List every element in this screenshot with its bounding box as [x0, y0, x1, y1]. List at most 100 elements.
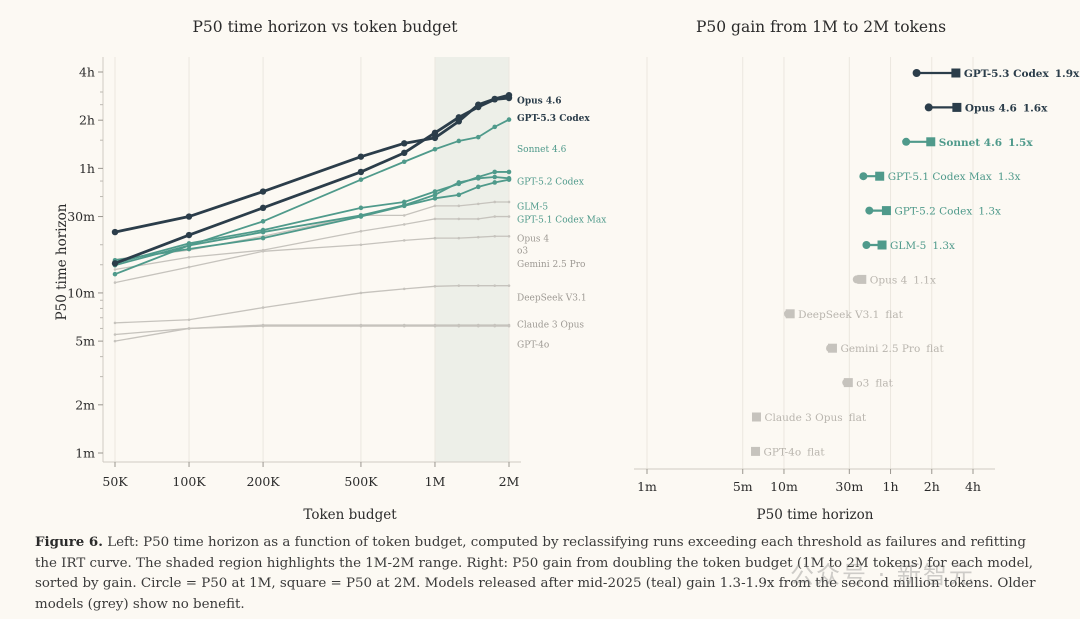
figure: P50 time horizon vs token budget 1m2m5m1… [54, 18, 1080, 523]
p50-1m-circle [924, 103, 933, 112]
left-end-labels: Opus 4.6 GPT-5.3 Codex Sonnet 4.6 GPT-5.2 C… [517, 97, 606, 351]
x-tick-label: 500K [344, 474, 378, 489]
row-gain-label: flat [926, 343, 944, 355]
x-tick-label: 30m [835, 479, 863, 494]
p50-1m-circle [902, 137, 911, 146]
row-model-name: Claude 3 Opus [764, 412, 842, 424]
x-tick-label: 1m [637, 479, 657, 494]
data-point [475, 134, 481, 140]
figure-caption: Figure 6. Left: P50 time horizon as a fu… [35, 532, 1045, 615]
series-end-label: Claude 3 Opus [517, 320, 584, 330]
p50-1m-circle [862, 241, 871, 249]
data-point [401, 159, 407, 165]
data-point [476, 235, 480, 239]
series-gpt-4o [113, 324, 511, 343]
row-model-name: GPT-5.1 Codex Max [888, 171, 992, 183]
x-tick-label: 1h [883, 479, 899, 494]
data-point [491, 95, 498, 103]
data-point [402, 214, 406, 217]
y-tick-label: 1m [75, 446, 95, 461]
row-gain-label: 1.1x [913, 274, 936, 286]
shaded-region-1m-2m [434, 57, 509, 462]
series-line [114, 178, 510, 262]
data-point [260, 229, 266, 235]
row-gain-label: 1.3x [998, 171, 1021, 183]
dumbbell-row: o3 flat [842, 378, 894, 390]
p50-1m-circle [859, 172, 868, 181]
data-point [507, 324, 511, 328]
dumbbell-row: Claude 3 Opus flat [751, 412, 867, 424]
x-tick-label: 1M [425, 474, 446, 489]
p50-2m-square [857, 274, 867, 284]
p50-1m-circle [912, 69, 921, 77]
left-y-ticks: 1m 2m 5m 10m 30m 1h 2h 4h [67, 65, 103, 461]
data-point [357, 168, 365, 176]
row-model-name: GPT-5.2 Codex [894, 206, 972, 218]
series-line [114, 93, 510, 234]
data-point [475, 184, 481, 190]
y-tick-label: 5m [75, 334, 95, 349]
data-point [359, 243, 363, 247]
data-point [357, 153, 365, 160]
data-point [492, 169, 498, 175]
right-chart: P50 gain from 1M to 2M tokens 1m 5m 10m 30m… [634, 18, 1080, 523]
left-chart: P50 time horizon vs token budget 1m2m5m1… [54, 18, 606, 523]
data-point [433, 217, 437, 221]
data-point [185, 213, 193, 220]
data-point [475, 101, 482, 108]
data-point [431, 129, 439, 137]
data-point [457, 236, 461, 240]
data-point [260, 235, 266, 241]
left-x-ticks: 50K 100K 200K 500K 1M 2M [102, 462, 520, 489]
x-tick-label: 4h [965, 479, 981, 494]
p50-2m-square [785, 309, 795, 319]
dumbbell-row: GPT-4o flat [751, 446, 825, 458]
data-point [113, 268, 117, 271]
data-point [358, 205, 364, 211]
row-model-name: GPT-5.3 Codex [964, 68, 1050, 80]
row-label: GPT-5.3 Codex 1.9x [964, 68, 1080, 80]
data-point [359, 324, 363, 328]
data-point [185, 231, 193, 239]
p50-2m-square [881, 206, 891, 216]
data-point [358, 177, 364, 182]
data-point [186, 243, 192, 248]
data-point [457, 324, 461, 328]
series-gpt-5-3-codex [111, 91, 513, 236]
right-dumbbell-rows: GPT-5.3 Codex 1.9x Opus 4.6 1.6x Sonnet 4.6 1… [751, 68, 1080, 458]
row-label: GPT-4o flat [764, 446, 826, 458]
data-point [261, 250, 265, 253]
right-chart-title: P50 gain from 1M to 2M tokens [696, 18, 946, 36]
dumbbell-row: Gemini 2.5 Pro flat [826, 343, 945, 355]
row-label: GLM-5 1.3x [890, 240, 955, 252]
dumbbell-row: GPT-5.1 Codex Max 1.3x [859, 171, 1021, 183]
data-point [260, 219, 266, 224]
series-deepseek-v3-1 [113, 284, 511, 325]
series-o3 [113, 215, 511, 271]
p50-2m-square [875, 171, 885, 181]
series-line [114, 118, 510, 275]
series-sonnet-4-6 [112, 117, 512, 277]
row-gain-label: 1.9x [1055, 68, 1080, 80]
series-end-label: Sonnet 4.6 [517, 145, 567, 155]
data-point [433, 324, 437, 328]
data-point [492, 180, 498, 185]
series-line [114, 215, 509, 271]
x-tick-label: 2h [924, 479, 940, 494]
left-series [111, 91, 513, 343]
p50-2m-square [751, 446, 761, 456]
right-x-ticks: 1m 5m 10m 30m 1h 2h 4h [637, 469, 981, 494]
x-tick-label: 5m [733, 479, 753, 494]
y-tick-label: 30m [67, 209, 95, 224]
data-point [493, 200, 497, 204]
data-point [261, 306, 265, 309]
data-point [432, 189, 438, 194]
series-end-label: o3 [517, 247, 528, 257]
row-model-name: GLM-5 [890, 240, 926, 252]
dumbbell-row: Opus 4 1.1x [852, 274, 936, 286]
row-gain-label: 1.3x [978, 206, 1001, 218]
row-label: DeepSeek V3.1 flat [798, 309, 903, 321]
data-point [187, 327, 191, 330]
series-line [114, 285, 509, 324]
data-point [493, 215, 497, 218]
